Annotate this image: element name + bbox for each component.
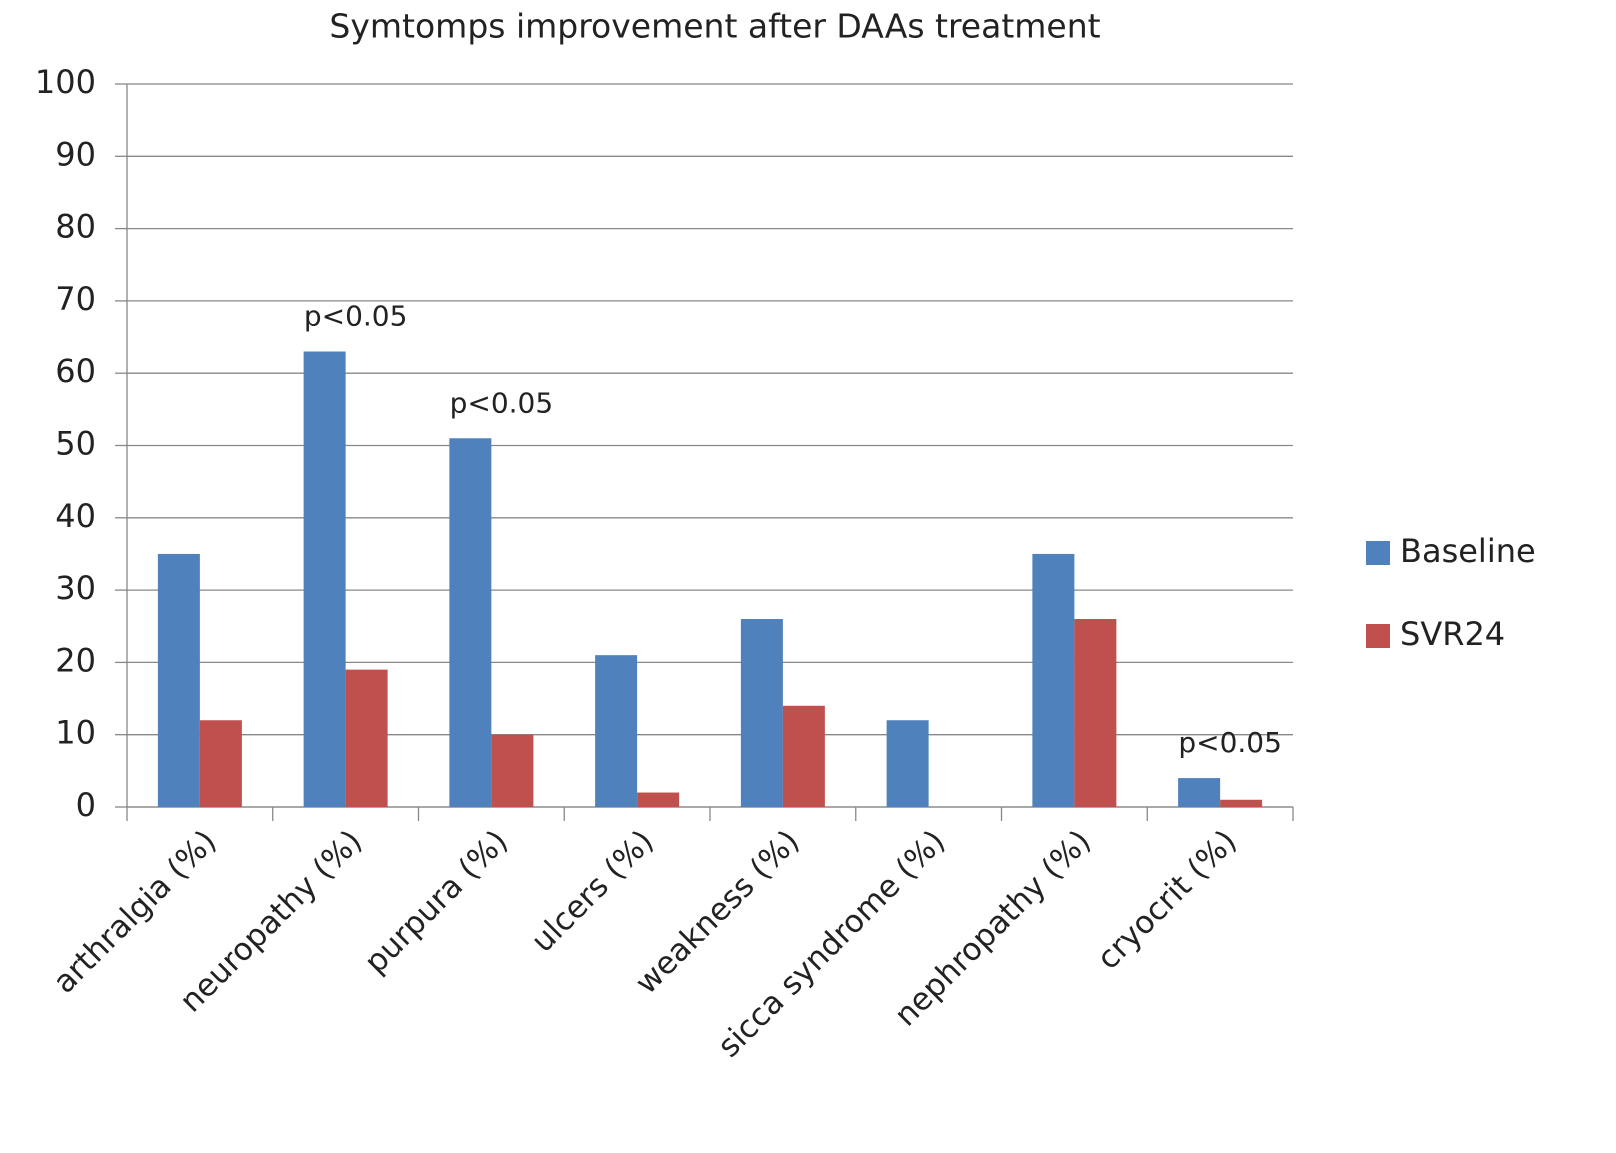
bar: [886, 720, 929, 807]
bar: [1074, 619, 1117, 807]
x-tick-label: ulcers (%): [524, 823, 660, 959]
bar: [637, 792, 680, 807]
y-tick-label: 0: [76, 786, 96, 824]
y-tick-label: 50: [55, 425, 96, 463]
legend-swatch: [1366, 624, 1390, 648]
y-tick-label: 90: [55, 135, 96, 173]
annotation: p<0.05: [304, 300, 408, 333]
y-tick-label: 80: [55, 208, 96, 246]
legend-label: SVR24: [1400, 615, 1505, 653]
y-tick-label: 20: [55, 641, 96, 679]
x-tick-label: cryocrit (%): [1090, 823, 1244, 977]
y-tick-label: 10: [55, 714, 96, 752]
bar: [491, 734, 534, 807]
bar: [345, 669, 388, 807]
x-tick-label: purpura (%): [358, 823, 515, 980]
bar: [303, 351, 346, 807]
legend-swatch: [1366, 541, 1390, 565]
bar: [1220, 799, 1263, 807]
annotation: p<0.05: [450, 386, 554, 419]
y-tick-label: 30: [55, 569, 96, 607]
annotation: p<0.05: [1178, 726, 1282, 759]
y-tick-label: 100: [35, 63, 96, 101]
bar: [740, 619, 783, 807]
bar: [199, 720, 242, 807]
y-tick-label: 60: [55, 352, 96, 390]
bar: [595, 655, 638, 807]
bar: [1032, 553, 1075, 807]
bar: [782, 705, 825, 807]
y-tick-label: 40: [55, 497, 96, 535]
chart-title: Symtomps improvement after DAAs treatmen…: [329, 7, 1100, 46]
legend-label: Baseline: [1400, 532, 1536, 570]
y-tick-label: 70: [55, 280, 96, 318]
bar: [1178, 778, 1221, 807]
bar: [157, 553, 200, 807]
bar: [449, 438, 492, 807]
